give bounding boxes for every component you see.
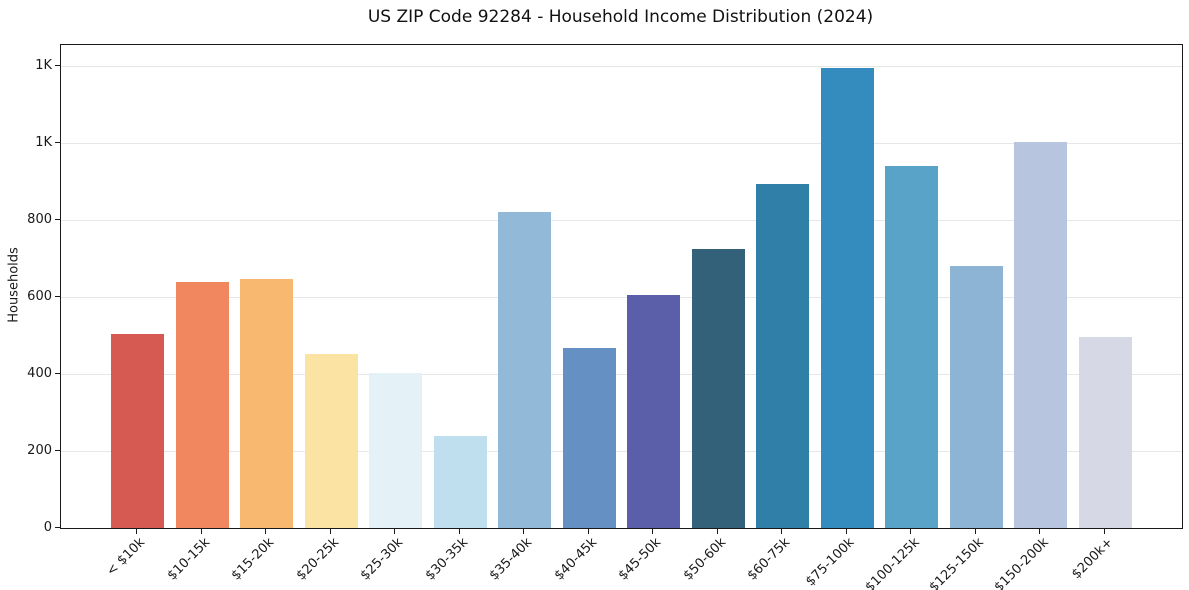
gridline-1K	[61, 142, 1182, 144]
x-tick-mark	[1103, 528, 1105, 534]
y-tick-mark	[55, 64, 60, 66]
y-tick-label: 400	[27, 365, 52, 381]
x-tick-mark	[200, 528, 202, 534]
bar-40-45k	[562, 347, 616, 528]
bar-60-75k	[756, 184, 810, 528]
x-tick-label: $30-35k	[422, 535, 471, 584]
x-tick-mark	[974, 528, 976, 534]
y-tick-mark	[55, 372, 60, 374]
x-tick-label: $10-15k	[164, 535, 213, 584]
x-tick-label: $60-75k	[744, 535, 794, 584]
y-tick-label: 1K	[35, 57, 52, 73]
x-tick-mark	[394, 528, 396, 534]
gridline-400	[61, 373, 1182, 375]
x-tick-label: $45-50k	[615, 535, 665, 584]
x-tick-mark	[652, 528, 654, 534]
x-tick-label: $50-60k	[680, 535, 729, 584]
bar-200k+	[1078, 336, 1132, 528]
bar-15-20k	[240, 278, 294, 528]
x-tick-mark	[523, 528, 525, 534]
x-tick-label: $25-30k	[357, 535, 407, 584]
bar-75-100k	[820, 68, 874, 528]
x-tick-label: $35-40k	[486, 535, 536, 584]
x-tick-mark	[265, 528, 267, 534]
y-tick-label: 1K	[35, 134, 52, 150]
bar-10-15k	[175, 281, 229, 528]
bar-125-150k	[949, 266, 1003, 528]
y-tick-mark	[55, 449, 60, 451]
y-tick-mark	[55, 295, 60, 297]
x-tick-label: < $10k	[104, 535, 149, 580]
y-tick-label: 600	[27, 288, 52, 304]
x-tick-mark	[1039, 528, 1041, 534]
bar-150-200k	[1014, 142, 1068, 528]
gridline-800	[61, 219, 1182, 221]
x-tick-label: $100-125k	[862, 535, 923, 590]
y-axis-title: Households	[6, 247, 22, 323]
plot-area	[60, 44, 1183, 529]
x-tick-label: $15-20k	[228, 535, 278, 584]
x-tick-mark	[458, 528, 460, 534]
y-tick-mark	[55, 526, 60, 528]
gridlines	[61, 45, 1182, 528]
y-tick-mark	[55, 218, 60, 220]
x-tick-mark	[329, 528, 331, 534]
y-tick-label: 200	[27, 442, 52, 458]
x-tick-label: $200k+	[1068, 535, 1116, 583]
chart-title: US ZIP Code 92284 - Household Income Dis…	[367, 7, 874, 27]
gridline-200	[61, 450, 1182, 452]
x-tick-mark	[781, 528, 783, 534]
x-tick-mark	[716, 528, 718, 534]
y-tick-label: 800	[27, 211, 52, 227]
bar-50-60k	[691, 249, 745, 528]
gridline-600	[61, 296, 1182, 298]
x-tick-label: $125-150k	[926, 535, 987, 590]
bar-45-50k	[627, 294, 681, 528]
bar-30-35k	[433, 435, 487, 528]
y-tick-mark	[55, 141, 60, 143]
y-tick-label: 0	[43, 519, 52, 535]
gridline-1K	[61, 65, 1182, 67]
bars	[61, 45, 1182, 528]
x-tick-label: $150-200k	[991, 535, 1052, 590]
bar-35-40k	[498, 212, 552, 528]
x-tick-label: $75-100k	[803, 535, 858, 590]
bar-25-30k	[369, 372, 423, 528]
x-tick-label: $40-45k	[551, 535, 600, 584]
bar-100-125k	[885, 166, 939, 528]
x-tick-mark	[136, 528, 138, 534]
x-tick-mark	[845, 528, 847, 534]
x-tick-mark	[910, 528, 912, 534]
x-tick-mark	[587, 528, 589, 534]
bar-10k	[111, 333, 165, 528]
x-tick-label: $20-25k	[293, 535, 342, 584]
bar-20-25k	[304, 354, 358, 528]
